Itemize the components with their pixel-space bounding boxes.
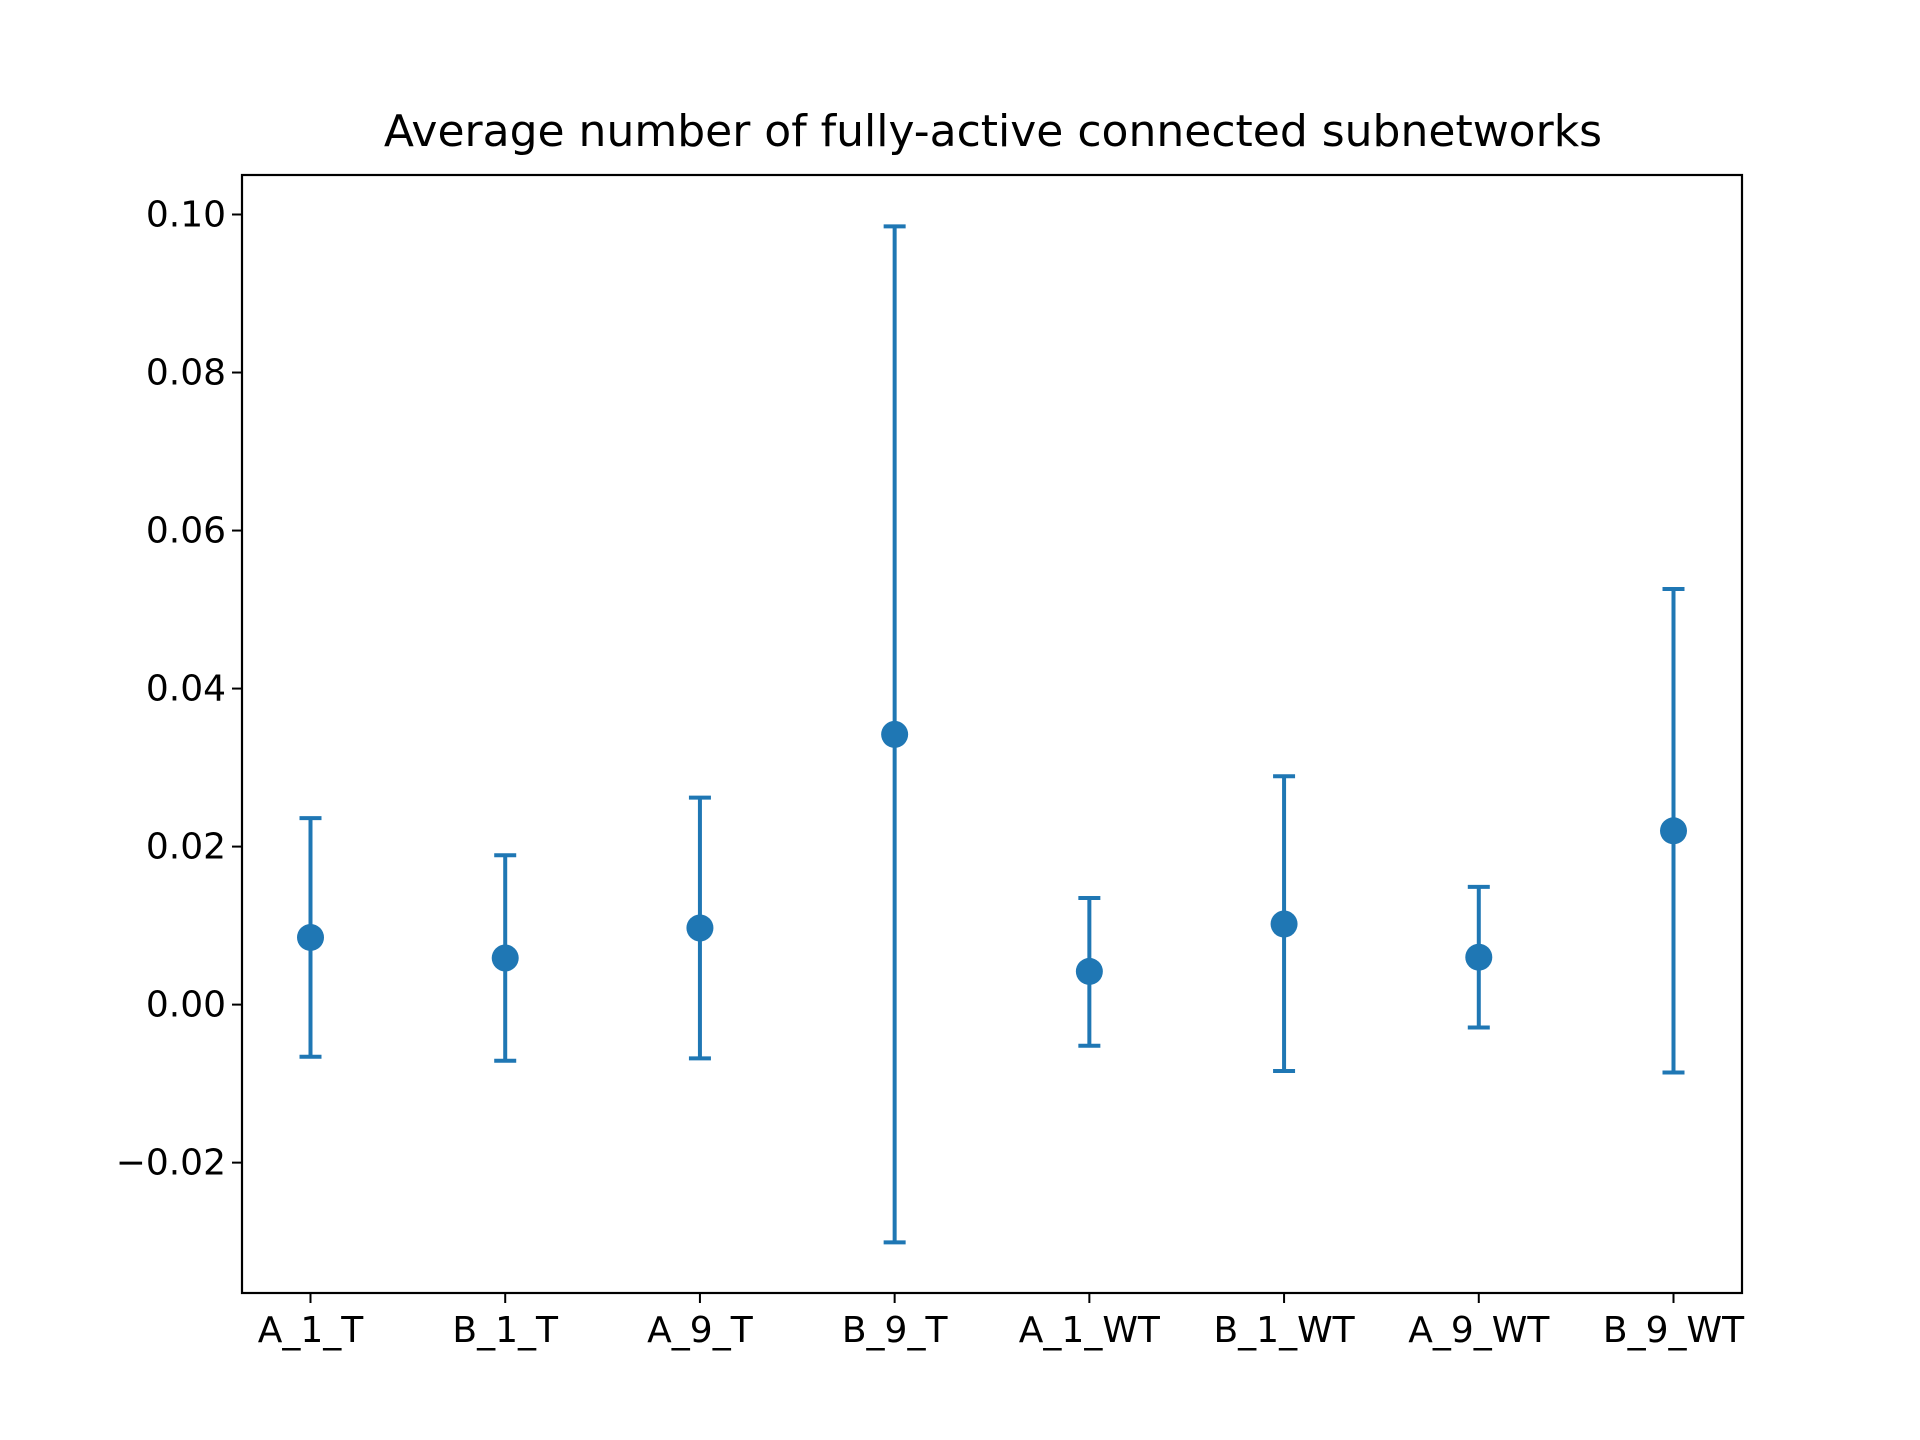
y-tick-label: −0.02 — [116, 1143, 226, 1184]
x-tick-label: B_1_T — [452, 1310, 559, 1351]
error-bar-series — [297, 224, 1687, 1245]
data-point — [686, 914, 714, 942]
data-point — [1270, 910, 1298, 938]
y-tick-label: 0.04 — [146, 669, 226, 710]
x-tick-label: A_9_T — [647, 1310, 754, 1351]
x-tick-label: A_9_WT — [1408, 1310, 1550, 1351]
x-axis: A_1_T B_1_T A_9_T B_9_T A_1_WT B_1_WT A_9_WT B_… — [258, 1293, 1745, 1351]
y-axis: −0.02 0.00 0.02 0.04 0.06 0.08 0.10 — [116, 195, 242, 1184]
x-tick-label: A_1_WT — [1019, 1310, 1161, 1351]
data-point — [297, 923, 324, 951]
y-tick-label: 0.06 — [146, 511, 226, 552]
x-tick-label: B_1_WT — [1213, 1310, 1355, 1351]
chart-title: Average number of fully-active connected… — [384, 106, 1602, 157]
y-tick-label: 0.02 — [146, 827, 226, 868]
data-point — [881, 720, 909, 748]
x-tick-label: B_9_T — [842, 1310, 949, 1351]
data-point — [1465, 943, 1493, 971]
plot-frame — [240, 173, 1744, 1295]
y-tick-label: 0.10 — [146, 195, 226, 236]
data-point — [1075, 957, 1103, 985]
x-tick-label: A_1_T — [258, 1310, 365, 1351]
x-tick-label: B_9_WT — [1603, 1310, 1745, 1351]
data-point — [1660, 817, 1687, 845]
y-tick-label: 0.00 — [146, 985, 226, 1026]
y-tick-label: 0.08 — [146, 353, 226, 394]
data-point — [491, 944, 519, 972]
